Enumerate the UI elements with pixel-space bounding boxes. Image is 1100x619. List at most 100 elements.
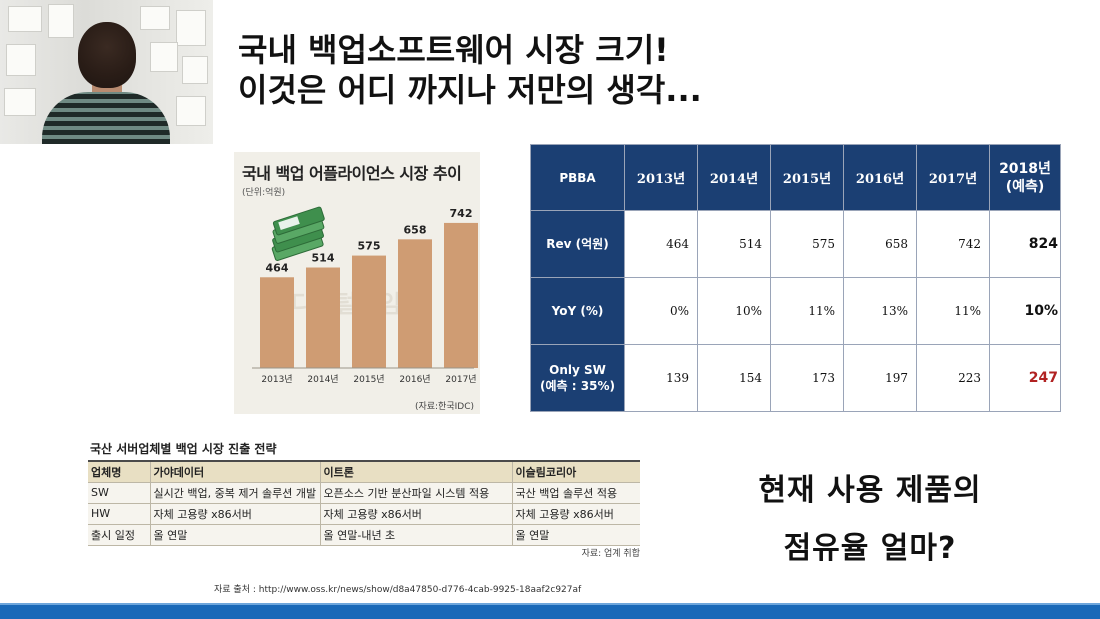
header-2016: 2016년: [843, 144, 917, 211]
bar: [444, 222, 478, 368]
header-2018-year: 2018년: [999, 160, 1051, 177]
bar-value-label: 575: [358, 240, 381, 253]
cell-forecast: 824: [989, 210, 1061, 278]
strategy-col-islim: 이슬림코리아: [512, 460, 640, 483]
strategy-cell: 자체 고용량 x86서버: [512, 503, 640, 525]
strategy-cell: 국산 백업 솔루션 적용: [512, 482, 640, 504]
pinned-paper: [176, 96, 206, 126]
header-2015: 2015년: [770, 144, 844, 211]
cell-value: 0%: [624, 277, 698, 345]
pbba-row-rev: Rev (억원) 464 514 575 658 742 824: [530, 210, 1061, 278]
question-line-2: 점유율 얼마?: [783, 531, 957, 566]
question-text: 현재 사용 제품의 점유율 얼마?: [730, 462, 1010, 578]
strategy-col-company: 업체명: [88, 460, 151, 483]
category-label: 2014년: [307, 374, 338, 385]
bar-value-label: 464: [266, 261, 289, 274]
row-label-text: YoY (%): [551, 304, 604, 318]
strategy-cell: 올 연말-내년 초: [320, 524, 513, 546]
row-label-text: Only SW: [549, 363, 606, 377]
cell-value: 173: [770, 344, 844, 412]
row-label-yoy: YoY (%): [530, 277, 625, 345]
cell-value: 223: [916, 344, 990, 412]
person-head: [78, 22, 136, 88]
strategy-row-hw: HW 자체 고용량 x86서버 자체 고용량 x86서버 자체 고용량 x86서…: [88, 503, 640, 525]
person-shirt: [42, 92, 170, 144]
strategy-cell: 자체 고용량 x86서버: [320, 503, 513, 525]
strategy-cell: 실시간 백업, 중복 제거 솔루션 개발: [150, 482, 321, 504]
cell-value: 742: [916, 210, 990, 278]
strategy-table-block: 국산 서버업체별 백업 시장 진출 전략 업체명 가야데이터 이트론 이슬림코리…: [88, 440, 644, 562]
strategy-cell: 자체 고용량 x86서버: [150, 503, 321, 525]
category-label: 2015년: [353, 374, 384, 385]
strategy-cell: 올 연말: [512, 524, 640, 546]
strategy-cell: 출시 일정: [88, 524, 151, 546]
person-photo: [0, 0, 213, 144]
cell-value: 11%: [916, 277, 990, 345]
header-2017: 2017년: [916, 144, 990, 211]
strategy-cell: 올 연말: [150, 524, 321, 546]
header-pbba: PBBA: [530, 144, 625, 211]
pinned-paper: [8, 6, 42, 32]
headline-line-2: 이것은 어디 까지나 저만의 생각...: [238, 71, 702, 109]
bar-value-label: 514: [312, 252, 335, 265]
pinned-paper: [6, 44, 36, 76]
question-line-1: 현재 사용 제품의: [758, 473, 982, 508]
bar-value-label: 658: [404, 223, 427, 236]
headline-line-1: 국내 백업소프트웨어 시장 크기!: [238, 31, 669, 69]
bar-value-label: 742: [450, 207, 473, 220]
bar: [398, 239, 432, 368]
money-stack-icon: [271, 206, 325, 261]
chart-source: (자료:한국IDC): [414, 402, 474, 412]
strategy-cell: 오픈소스 기반 분산파일 시스템 적용: [320, 482, 513, 504]
strategy-title: 국산 서버업체별 백업 시장 진출 전략: [90, 442, 277, 456]
pinned-paper: [182, 56, 208, 84]
category-label: 2013년: [261, 374, 292, 385]
row-label-only-sw: Only SW (예측 : 35%): [530, 344, 625, 412]
row-label-note: (예측 : 35%): [540, 379, 615, 393]
cell-value: 658: [843, 210, 917, 278]
cell-value: 10%: [697, 277, 771, 345]
strategy-cell: SW: [88, 482, 151, 504]
pinned-paper: [4, 88, 36, 116]
appliance-market-chart: 디지털타임스4642013년5142014년5752015년6582016년74…: [234, 152, 480, 414]
bar: [352, 255, 386, 368]
bar: [306, 267, 340, 368]
pbba-row-only-sw: Only SW (예측 : 35%) 139 154 173 197 223 2…: [530, 344, 1061, 412]
cell-forecast: 10%: [989, 277, 1061, 345]
header-2014: 2014년: [697, 144, 771, 211]
headline: 국내 백업소프트웨어 시장 크기! 이것은 어디 까지나 저만의 생각...: [238, 30, 702, 110]
header-2018-forecast: 2018년 (예측): [989, 144, 1061, 211]
cell-value: 11%: [770, 277, 844, 345]
category-label: 2016년: [399, 374, 430, 385]
cell-value: 13%: [843, 277, 917, 345]
strategy-row-sw: SW 실시간 백업, 중복 제거 솔루션 개발 오픈소스 기반 분산파일 시스템…: [88, 482, 640, 504]
strategy-col-itron: 이트론: [320, 460, 513, 483]
strategy-table: 업체명 가야데이터 이트론 이슬림코리아 SW 실시간 백업, 중복 제거 솔루…: [88, 460, 640, 546]
footer-bar: [0, 603, 1100, 619]
cell-forecast: 247: [989, 344, 1061, 412]
cell-value: 575: [770, 210, 844, 278]
pinned-paper: [150, 42, 178, 72]
pinned-paper: [176, 10, 206, 46]
header-2013: 2013년: [624, 144, 698, 211]
pbba-row-yoy: YoY (%) 0% 10% 11% 13% 11% 10%: [530, 277, 1061, 345]
pinned-paper: [140, 6, 170, 30]
cell-value: 197: [843, 344, 917, 412]
header-2018-note: (예측): [1005, 178, 1045, 195]
cell-value: 154: [697, 344, 771, 412]
strategy-col-gaya: 가야데이터: [150, 460, 321, 483]
strategy-source: 자료: 업계 취합: [581, 548, 640, 559]
row-label-text: Rev (억원): [546, 237, 609, 251]
chart-title: 국내 백업 어플라이언스 시장 추이: [242, 164, 462, 183]
pbba-table: PBBA 2013년 2014년 2015년 2016년 2017년 2018년…: [530, 144, 1061, 412]
category-label: 2017년: [445, 374, 476, 385]
pinned-paper: [48, 4, 74, 38]
row-label-rev: Rev (억원): [530, 210, 625, 278]
bar-chart-canvas: 디지털타임스4642013년5142014년5752015년6582016년74…: [252, 206, 478, 385]
cell-value: 139: [624, 344, 698, 412]
cell-value: 464: [624, 210, 698, 278]
chart-unit: (단위:억원): [242, 188, 286, 198]
strategy-cell: HW: [88, 503, 151, 525]
strategy-header-row: 업체명 가야데이터 이트론 이슬림코리아: [88, 460, 640, 483]
pbba-header-row: PBBA 2013년 2014년 2015년 2016년 2017년 2018년…: [530, 144, 1061, 211]
